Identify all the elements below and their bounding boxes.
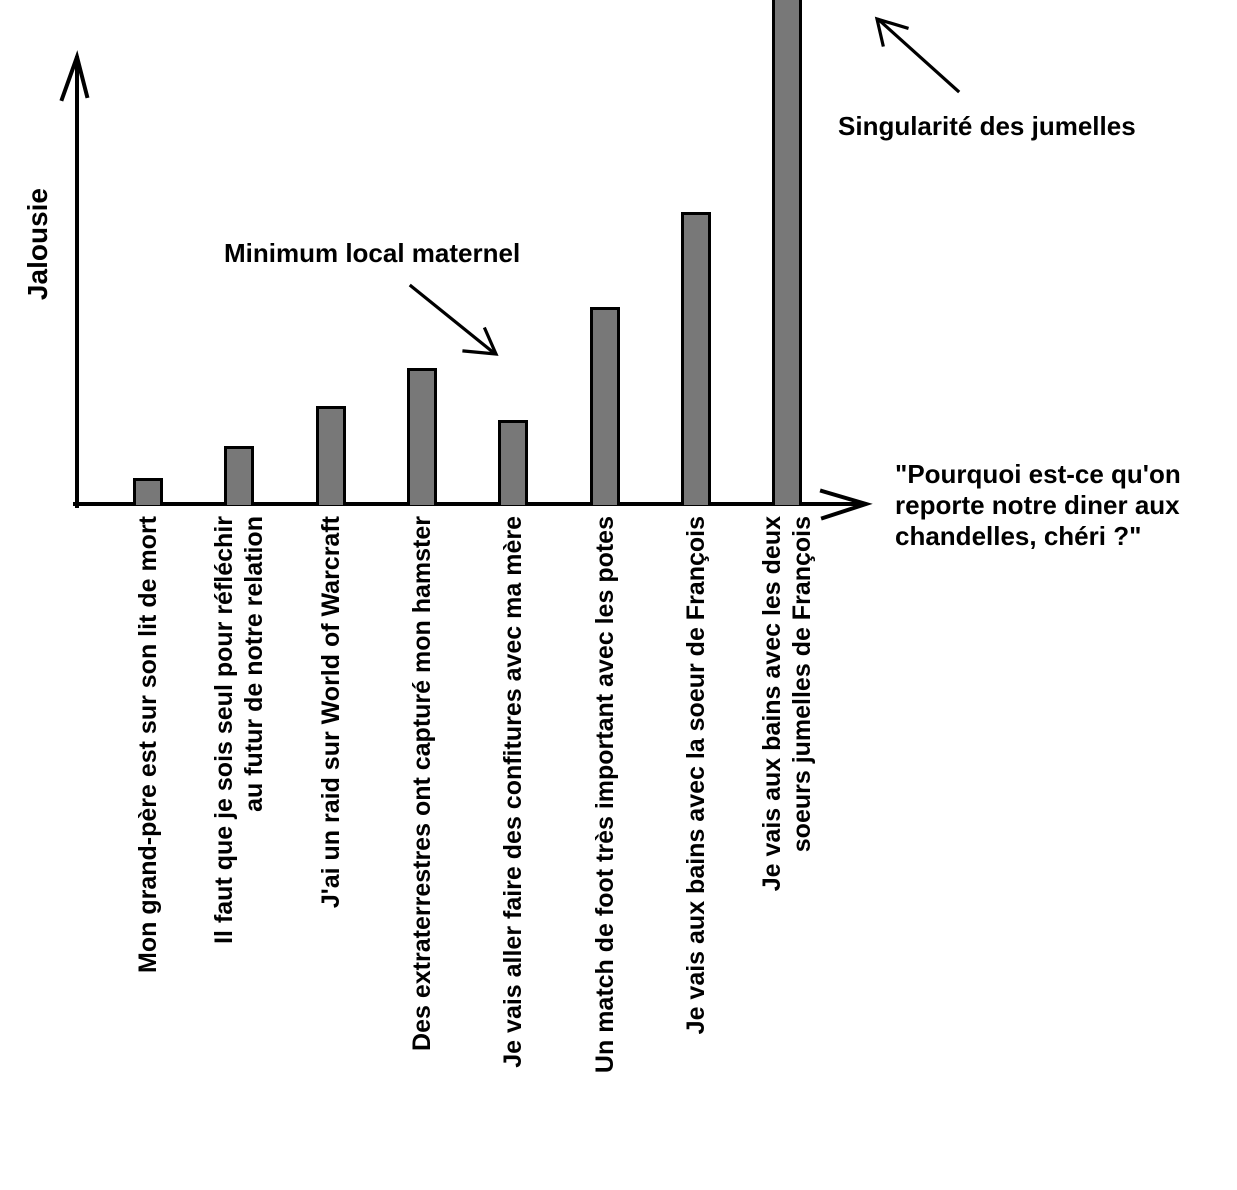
bar: [498, 420, 529, 505]
bar: [133, 478, 163, 505]
minimum-local-arrow-icon: [408, 283, 497, 356]
annotation-singularity: Singularité des jumelles: [838, 111, 1136, 141]
category-label: J'ai un raid sur World of Warcraft: [316, 516, 345, 909]
bar: [680, 212, 711, 505]
minimum-local-arrowhead-icon: [462, 326, 499, 356]
bar: [772, 0, 803, 505]
bar: [315, 406, 346, 505]
category-label: Mon grand-père est sur son lit de mort: [134, 516, 162, 973]
bar: [224, 446, 255, 505]
y-axis-label: Jalousie: [22, 188, 53, 301]
annotation-minimum-local: Minimum local maternel: [224, 238, 521, 268]
category-label: Un match de foot très important avec les…: [590, 516, 619, 1074]
category-label: Je vais aller faire des confitures avec …: [499, 516, 528, 1068]
category-label: Des extraterrestres ont capturé mon hams…: [407, 516, 436, 1051]
x-axis-label: "Pourquoi est-ce qu'on reporte notre din…: [895, 459, 1181, 551]
x-axis-arrowhead-icon: [819, 488, 873, 521]
category-label: Je vais aux bains avec la soeur de Franç…: [681, 516, 710, 1035]
singularity-arrowhead-icon: [874, 16, 909, 47]
bar: [589, 307, 620, 505]
category-label: Il faut que je sois seul pour réfléchir …: [210, 516, 269, 944]
category-label: Je vais aux bains avec les deux soeurs j…: [758, 516, 817, 892]
y-axis-arrowhead-icon: [59, 50, 90, 102]
singularity-arrow-icon: [876, 17, 961, 94]
bar: [406, 368, 437, 505]
